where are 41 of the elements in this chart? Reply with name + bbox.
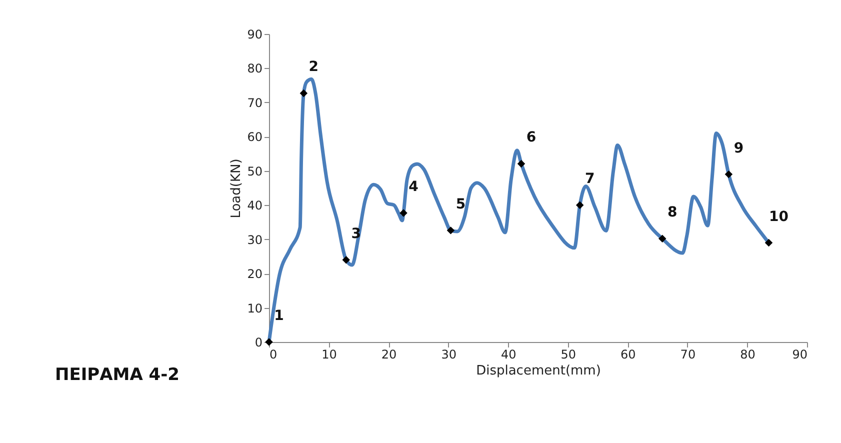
annotation: 2 — [308, 59, 319, 76]
x-tick-label: 60 — [620, 348, 636, 362]
point — [658, 234, 666, 243]
x-tick-label: 40 — [500, 348, 516, 362]
annotation: 4 — [408, 178, 419, 195]
y-tick-label: 0 — [254, 336, 262, 350]
point — [576, 201, 584, 209]
annotation: 6 — [526, 130, 536, 146]
x-tick-label: 90 — [792, 348, 808, 362]
x-tick-label: 70 — [680, 348, 696, 362]
annotation: 1 — [274, 308, 284, 324]
y-tick-label: 90 — [247, 28, 262, 42]
y-tick-label: 80 — [247, 62, 262, 76]
annotation: 10 — [769, 208, 789, 225]
point — [300, 89, 308, 98]
annotation: 8 — [667, 204, 678, 221]
x-tick-label: 50 — [560, 348, 576, 362]
annotation: 7 — [584, 171, 595, 188]
point — [400, 209, 408, 217]
point — [764, 238, 773, 247]
y-axis-title: Load(KN) — [229, 158, 244, 218]
y-tick-label: 60 — [247, 130, 262, 144]
y-tick-label: 70 — [247, 96, 262, 110]
x-tick-label: 30 — [441, 348, 456, 362]
y-tick-label: 50 — [247, 164, 262, 178]
x-tick-label: 80 — [740, 348, 756, 362]
point — [517, 160, 526, 168]
x-tick-label: 20 — [381, 348, 397, 362]
annotation: 5 — [456, 196, 466, 212]
x-tick-label: 0 — [270, 348, 278, 362]
y-tick-label: 10 — [247, 301, 262, 316]
annotation: 9 — [734, 140, 744, 156]
y-tick-label: 20 — [247, 267, 262, 282]
text: ΠΕΙΡΑΜΑ 4-2 — [55, 365, 180, 385]
y-tick-label: 30 — [247, 232, 262, 247]
point — [342, 256, 350, 264]
point — [724, 170, 733, 178]
point — [446, 226, 455, 234]
x-tick-label: 10 — [322, 348, 337, 362]
x-axis-title: Displacement(mm) — [476, 364, 601, 378]
y-tick-label: 40 — [247, 198, 262, 213]
